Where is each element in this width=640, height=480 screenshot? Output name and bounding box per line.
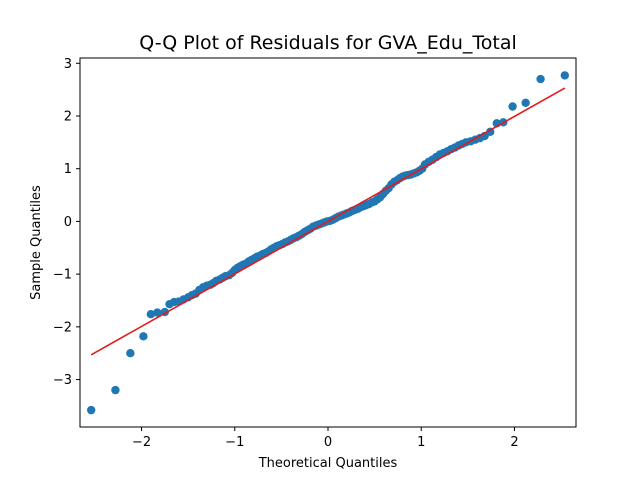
x-tick-label-0: −2 xyxy=(132,435,151,450)
y-tick-label-2: −1 xyxy=(53,268,72,283)
y-tick-label-4: 1 xyxy=(64,162,72,177)
data-point-3 xyxy=(139,332,148,341)
chart-title: Q-Q Plot of Residuals for GVA_Edu_Total xyxy=(139,32,517,54)
x-tick-label-3: 1 xyxy=(417,435,425,450)
data-point-115 xyxy=(560,71,570,80)
data-point-0 xyxy=(86,405,96,415)
y-axis-label: Sample Quantiles xyxy=(29,185,44,300)
plot-frame xyxy=(79,57,577,428)
y-tick-label-3: 0 xyxy=(64,215,72,230)
x-axis-label: Theoretical Quantiles xyxy=(258,456,398,471)
x-tick-label-2: 0 xyxy=(324,435,332,450)
reference-line xyxy=(90,87,566,356)
x-tick-label-1: −1 xyxy=(225,435,244,450)
data-point-4 xyxy=(146,309,156,319)
data-point-114 xyxy=(536,74,545,84)
x-axis-ticks: −2 −1 0 1 2 xyxy=(132,427,519,450)
y-tick-label-5: 2 xyxy=(64,109,72,124)
plot-area xyxy=(86,71,570,415)
data-point-1 xyxy=(111,385,120,395)
x-tick-label-4: 2 xyxy=(510,435,518,450)
data-point-2 xyxy=(126,349,135,358)
y-axis-ticks: −3 −2 −1 0 1 2 3 xyxy=(53,57,80,388)
y-tick-label-0: −3 xyxy=(53,373,72,388)
y-tick-label-1: −2 xyxy=(53,320,72,335)
data-point-113 xyxy=(521,98,530,108)
y-tick-label-6: 3 xyxy=(64,57,72,72)
data-point-5 xyxy=(153,308,162,317)
data-point-112 xyxy=(508,102,517,111)
